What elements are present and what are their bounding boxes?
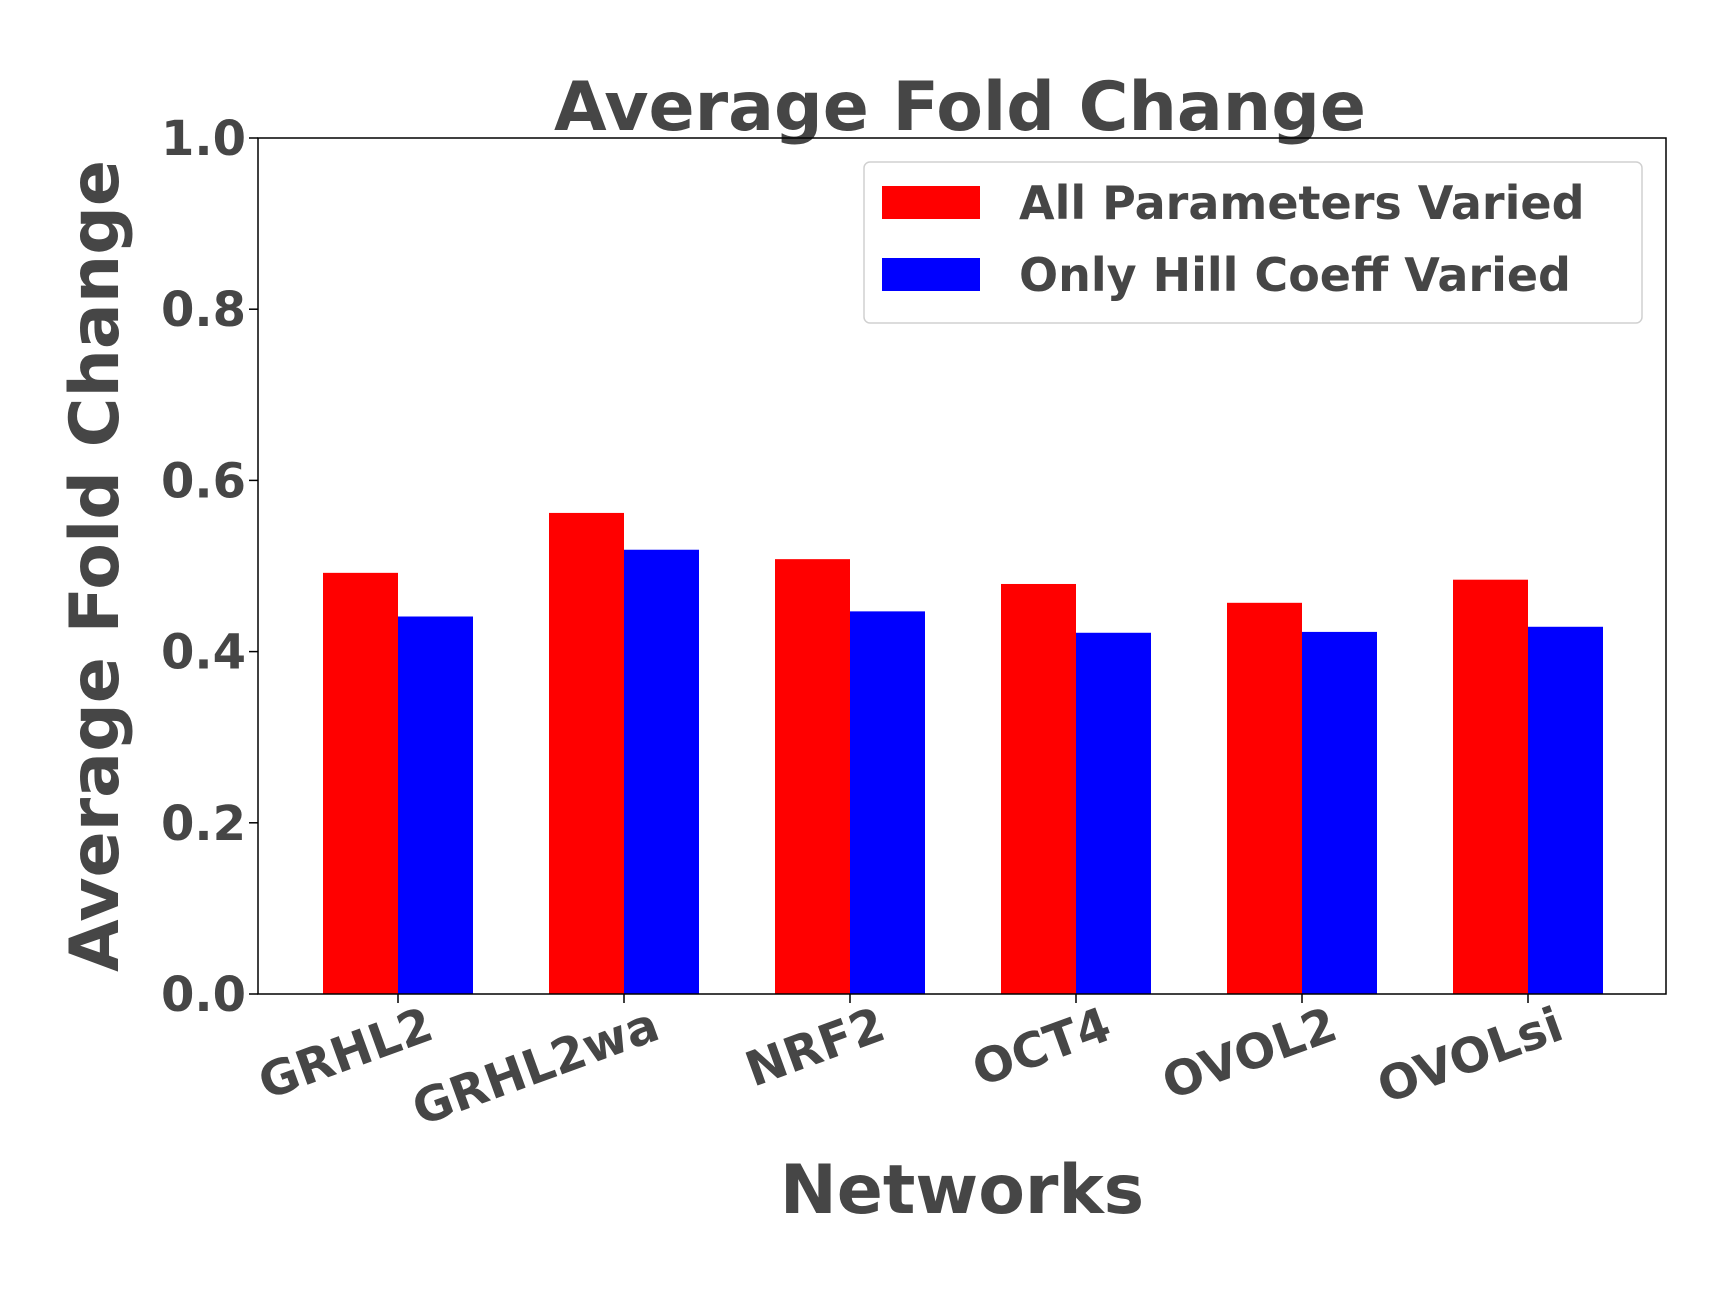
y-tick-label: 0.2 — [161, 796, 246, 852]
bar-ovolsi-series-1 — [1453, 579, 1528, 994]
bar-oct4-series-2 — [1076, 632, 1151, 994]
chart-title: Average Fold Change — [554, 68, 1366, 147]
y-axis-label: Average Fold Change — [56, 160, 135, 972]
legend-frame — [863, 161, 1643, 324]
plot-area-frame — [257, 137, 1667, 995]
bar-grhl2wa-series-2 — [624, 549, 699, 994]
x-axis-label: Networks — [780, 1151, 1144, 1230]
bar-grhl2wa-series-1 — [549, 512, 624, 994]
legend-label-all-parameters: All Parameters Varied — [1019, 176, 1585, 230]
bar-oct4-series-1 — [1001, 583, 1076, 994]
legend-label-hill-coeff: Only Hill Coeff Varied — [1019, 248, 1571, 302]
legend-swatch-hill-coeff — [882, 258, 980, 291]
x-tick-label-ovolsi: OVOLsi — [1370, 997, 1570, 1115]
y-tick-label: 0.6 — [161, 453, 246, 509]
bars-group — [323, 512, 1603, 994]
x-tick-label-grhl2wa: GRHL2wa — [405, 997, 666, 1138]
x-tick-label-ovol2: OVOL2 — [1155, 997, 1344, 1111]
x-tick-label-nrf2: NRF2 — [738, 997, 892, 1099]
legend-swatch-all-parameters — [882, 186, 980, 219]
x-tick-label-oct4: OCT4 — [965, 997, 1118, 1098]
y-tick-label: 0.8 — [161, 282, 246, 338]
bar-grhl2-series-2 — [398, 616, 473, 994]
bar-grhl2-series-1 — [323, 572, 398, 994]
y-tick-label: 0.4 — [161, 625, 246, 681]
bar-nrf2-series-2 — [850, 611, 925, 994]
bar-nrf2-series-1 — [775, 559, 850, 994]
legend: All Parameters Varied Only Hill Coeff Va… — [863, 161, 1643, 324]
bar-ovol2-series-1 — [1227, 602, 1302, 994]
y-tick-label: 0.0 — [161, 967, 246, 1023]
bar-ovol2-series-2 — [1302, 631, 1377, 994]
y-axis-ticks: 0.0 0.2 0.4 0.6 0.8 1.0 — [161, 111, 258, 1023]
y-tick-label: 1.0 — [161, 111, 246, 167]
bar-ovolsi-series-2 — [1528, 626, 1603, 994]
